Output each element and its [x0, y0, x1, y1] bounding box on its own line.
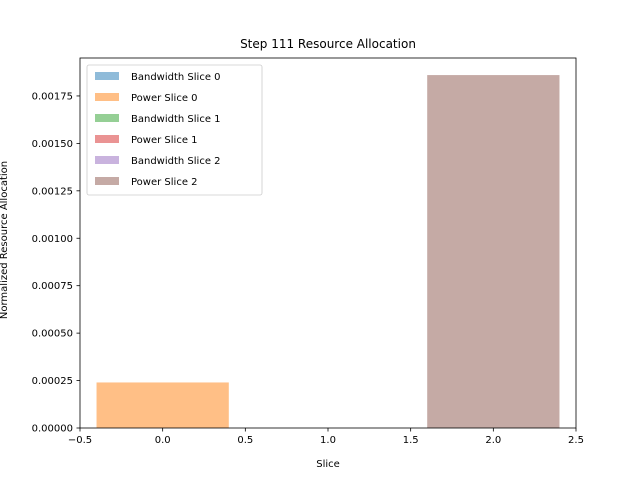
x-axis-label: Slice [316, 459, 340, 470]
y-tick-label: 0.00000 [32, 424, 73, 435]
x-tick-label: 1.5 [403, 435, 419, 446]
legend-swatch [95, 114, 119, 122]
y-tick-label: 0.00150 [32, 139, 73, 150]
x-tick-label: 2.5 [568, 435, 584, 446]
legend-swatch [95, 156, 119, 164]
x-tick-label: 0.0 [155, 435, 171, 446]
x-tick-label: 0.5 [237, 435, 253, 446]
y-axis-label: Normalized Resource Allocation [0, 161, 10, 319]
y-tick-label: 0.00050 [32, 329, 73, 340]
x-tick-label: 1.0 [320, 435, 336, 446]
legend-swatch [95, 93, 119, 101]
legend-entry: Bandwidth Slice 2 [131, 156, 221, 167]
y-tick-label: 0.00075 [32, 281, 73, 292]
y-tick-label: 0.00025 [32, 376, 73, 387]
x-tick-label: −0.5 [68, 435, 92, 446]
y-tick-label: 0.00175 [32, 91, 73, 102]
legend-box [86, 64, 263, 196]
bar-power-slice-0 [96, 382, 229, 428]
legend-swatch [95, 72, 119, 80]
y-tick-label: 0.00125 [32, 186, 73, 197]
axes-layer: −0.5 0.0 0.5 1.0 1.5 2.0 2.5 0.00000 0.00025 0.00… [32, 57, 584, 446]
legend-entry: Power Slice 0 [131, 93, 198, 104]
legend-entry: Power Slice 2 [131, 177, 198, 188]
bar-power-slice-2 [427, 75, 560, 429]
legend-swatch [95, 177, 119, 185]
legend: Bandwidth Slice 0 Power Slice 0 Bandwidth … [86, 64, 263, 196]
x-tick-label: 2.0 [485, 435, 501, 446]
legend-entry: Bandwidth Slice 1 [131, 114, 221, 125]
legend-swatch [95, 135, 119, 143]
legend-entry: Bandwidth Slice 0 [131, 72, 221, 83]
legend-entry: Power Slice 1 [131, 135, 198, 146]
chart-title: Step 111 Resource Allocation [240, 37, 416, 51]
y-tick-label: 0.00100 [32, 234, 73, 245]
bars-layer [96, 75, 560, 429]
